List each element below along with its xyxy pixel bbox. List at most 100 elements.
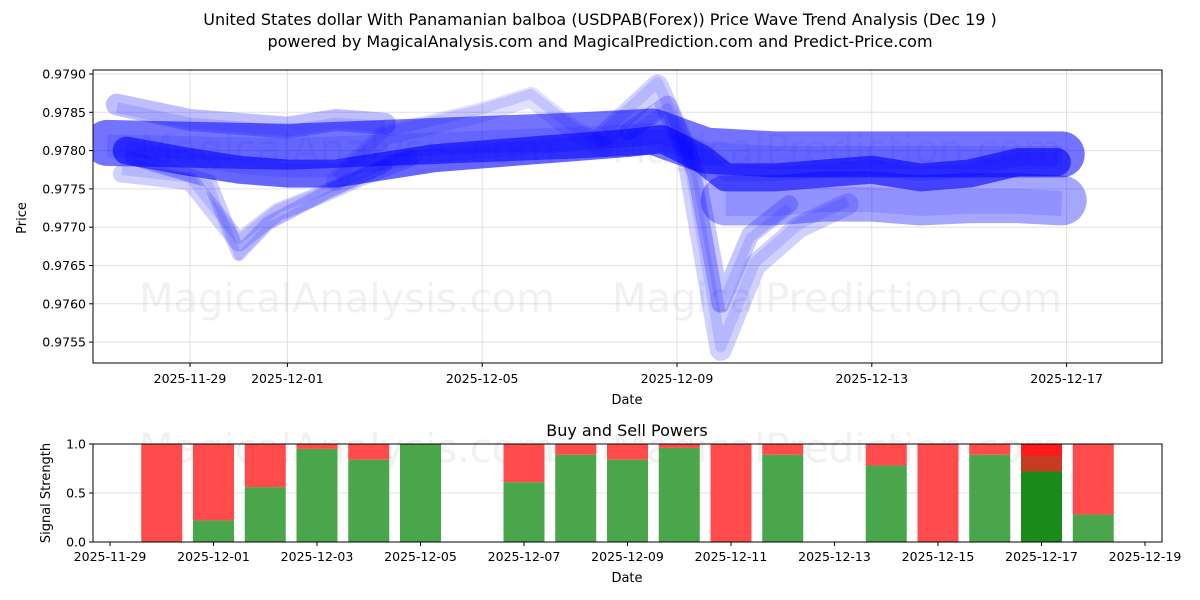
price-plot-frame	[92, 69, 1163, 364]
sell-bar	[296, 444, 338, 449]
bar-2025-12-05	[400, 444, 441, 542]
y-tick-label: 0.9785	[42, 105, 86, 120]
x-tick-label: 2025-12-03	[281, 549, 354, 564]
buy-bar	[865, 465, 907, 542]
x-tick-label: 2025-12-13	[798, 549, 871, 564]
buy-bar	[1072, 514, 1114, 542]
sell-bar	[969, 444, 1011, 455]
sell-bar	[348, 444, 390, 460]
sell-bar	[141, 444, 183, 542]
bar-2025-12-04	[348, 444, 390, 542]
bar-2025-12-18	[1072, 444, 1114, 542]
x-tick-label: 2025-12-01	[251, 371, 324, 386]
bar-2025-12-12	[762, 444, 804, 542]
x-tick-label: 2025-12-19	[1109, 549, 1182, 564]
x-tick-label: 2025-12-17	[1030, 371, 1103, 386]
sell-overlap-band	[1021, 455, 1062, 472]
wave-spike-dec10-b-layer	[625, 103, 792, 312]
sell-bar	[865, 444, 907, 466]
sell-bar	[244, 444, 286, 488]
y-tick-label: 0.5	[66, 486, 86, 501]
buy-bar	[193, 520, 234, 542]
bar-2025-12-01	[193, 444, 234, 542]
watermark-text: MagicalPrediction.com	[612, 276, 1062, 322]
wave-top-left-line	[105, 93, 396, 139]
wave-lower-wide-layer	[725, 187, 1063, 216]
y-tick-label: 0.9755	[42, 335, 86, 350]
bar-2025-11-30	[141, 444, 183, 542]
x-tick-label: 2025-12-11	[695, 549, 768, 564]
bar-2025-12-03	[296, 444, 338, 542]
bar-2025-12-02	[244, 444, 286, 542]
x-tick-label: 2025-12-09	[641, 371, 714, 386]
bar-2025-12-09	[607, 444, 648, 542]
x-tick-label: 2025-12-09	[591, 549, 664, 564]
price-y-axis: 0.9755 0.9760 0.9765 0.9770 0.9775 0.9780 0.97…	[42, 67, 93, 350]
buy-bar	[762, 454, 804, 542]
bar-2025-12-11	[710, 444, 752, 542]
price-x-axis-label: Date	[611, 393, 642, 408]
y-tick-label: 0.9765	[42, 258, 86, 273]
y-tick-label: 0.0	[66, 535, 86, 550]
price-chart-panel: MagicalAnalysis.com MagicalPrediction.com…	[15, 67, 1163, 408]
power-x-axis: 2025-11-29 2025-12-01 2025-12-03 2025-12-05…	[74, 542, 1182, 564]
sell-bar	[1072, 444, 1114, 515]
wave-spike-dec10-line	[593, 74, 859, 361]
sell-bar	[658, 444, 700, 448]
wave-top-left-layer	[115, 102, 386, 137]
buy-bar	[296, 448, 338, 542]
wave-lower-wide-line	[700, 171, 1087, 226]
buy-bar	[503, 482, 545, 542]
chart-title: United States dollar With Panamanian bal…	[203, 10, 997, 29]
x-tick-label: 2025-12-05	[384, 549, 457, 564]
sell-bar	[710, 444, 752, 542]
power-y-axis: 0.0 0.5 1.0	[66, 437, 93, 550]
sell-bar	[607, 444, 648, 460]
power-y-axis-label: Signal Strength	[39, 443, 54, 543]
bar-2025-12-10	[658, 444, 700, 542]
y-tick-label: 0.9775	[42, 181, 86, 196]
wave-center-layer	[125, 129, 1057, 182]
bar-2025-12-17	[1021, 444, 1062, 542]
x-tick-label: 2025-12-17	[1005, 549, 1078, 564]
wave-upper-wide-layer	[106, 123, 1062, 169]
buy-bar	[607, 459, 648, 542]
buy-bar	[348, 459, 390, 542]
buy-bar	[658, 447, 700, 542]
buy-sell-bars	[141, 444, 1114, 542]
wave-dip-dec01-line	[112, 149, 419, 252]
bar-2025-12-07	[503, 444, 545, 542]
x-tick-label: 2025-12-13	[835, 371, 908, 386]
watermark-text: MagicalAnalysis.com	[139, 276, 555, 322]
x-tick-label: 2025-12-07	[488, 549, 561, 564]
power-x-axis-label: Date	[611, 571, 642, 586]
wave-center-line	[112, 125, 1071, 192]
bar-2025-12-08	[555, 444, 597, 542]
wave-spike-dec10-b-line	[619, 95, 798, 313]
wave-spike-dec10-layer	[600, 76, 850, 353]
sell-bar	[503, 444, 545, 483]
price-x-axis: 2025-11-29 2025-12-01 2025-12-05 2025-12-09…	[154, 363, 1103, 386]
wave-dip-dec01-layer	[121, 151, 411, 244]
bar-2025-12-14	[865, 444, 907, 542]
sell-bar	[193, 444, 234, 521]
x-tick-label: 2025-11-29	[154, 371, 227, 386]
wave-dip-dec01-b-layer	[130, 157, 387, 261]
x-tick-label: 2025-12-15	[902, 549, 975, 564]
y-tick-label: 1.0	[66, 437, 86, 452]
x-tick-label: 2025-12-01	[177, 549, 250, 564]
wave-hump-dec07-layer	[332, 88, 607, 182]
buy-bar	[1021, 471, 1062, 542]
chart-subtitle: powered by MagicalAnalysis.com and Magic…	[267, 32, 933, 51]
buy-bar	[969, 454, 1011, 542]
buy-sell-chart-title: Buy and Sell Powers	[546, 421, 708, 440]
buy-bar	[555, 454, 597, 542]
bar-2025-12-16	[969, 444, 1011, 542]
buy-bar	[400, 444, 441, 542]
sell-bar	[762, 444, 804, 455]
sell-bar	[917, 444, 959, 542]
price-wave-lines	[93, 74, 1087, 361]
x-tick-label: 2025-12-05	[446, 371, 519, 386]
y-tick-label: 0.9790	[42, 67, 86, 82]
